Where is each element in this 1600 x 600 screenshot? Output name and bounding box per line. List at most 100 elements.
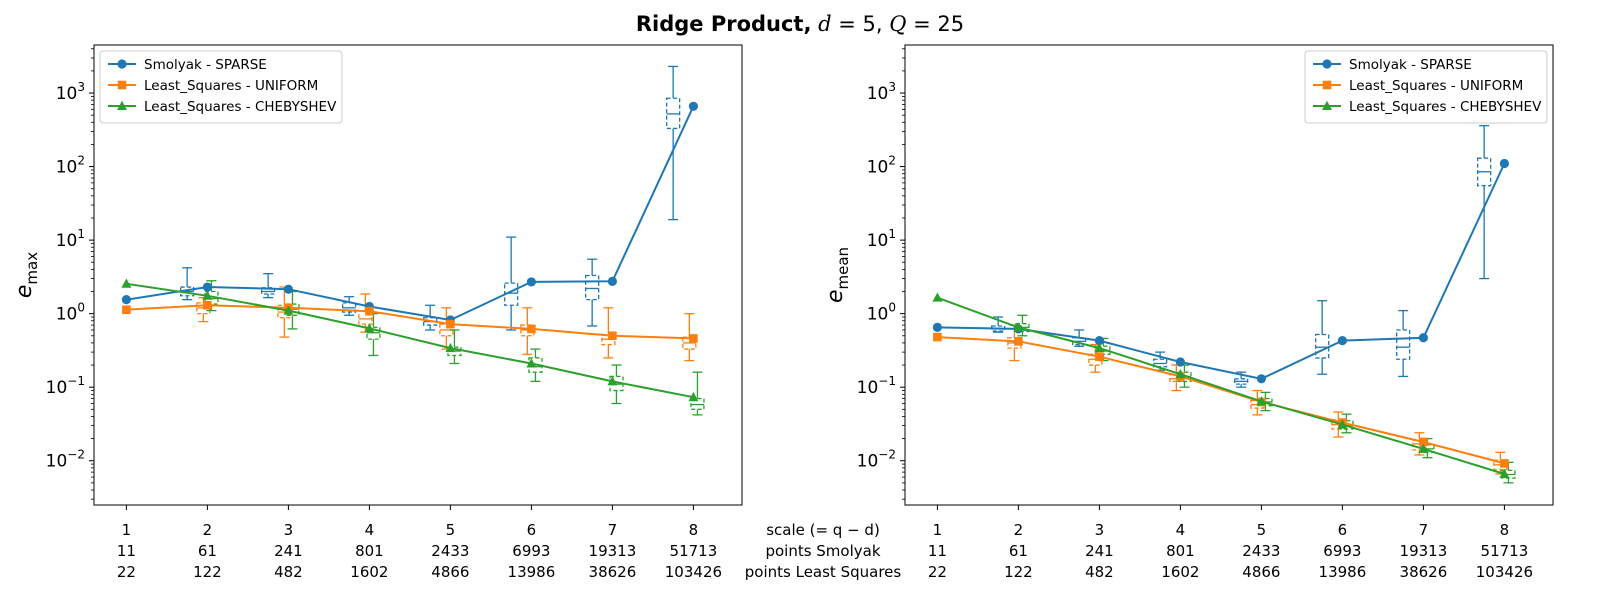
x-tick-label: 51713 — [670, 542, 718, 560]
x-tick-label: 7 — [1419, 521, 1429, 539]
y-tick-label: 101 — [56, 227, 85, 251]
data-point-uniform — [446, 319, 455, 329]
x-tick-label: 6 — [1338, 521, 1348, 539]
x-tick-label: 801 — [355, 542, 384, 560]
plot-frame — [904, 44, 1554, 506]
x-tick-label: 8 — [689, 521, 699, 539]
x-tick-label: 6993 — [512, 542, 550, 560]
data-point-sparse — [932, 322, 943, 333]
box — [1315, 333, 1330, 359]
data-point-chebyshev — [932, 292, 943, 302]
box-plot-sparse — [341, 296, 357, 316]
legend-swatch-marker — [1322, 59, 1332, 69]
data-point-chebyshev — [1094, 342, 1105, 353]
x-tick-label: 13986 — [508, 563, 556, 581]
data-point-chebyshev — [445, 342, 456, 353]
box — [447, 346, 462, 357]
x-tick-label: 19313 — [589, 542, 637, 560]
figure-title-eq1: = 5, — [832, 12, 890, 36]
y-tick-label: 10−2 — [857, 448, 896, 472]
data-point-chebyshev — [1256, 396, 1267, 406]
box-plot-sparse — [260, 272, 276, 299]
figure-title-eq2: = 25 — [906, 12, 964, 36]
x-tick-label: 4866 — [1242, 563, 1280, 581]
legend-swatch-marker — [117, 100, 127, 110]
y-tick-label: 10−2 — [46, 448, 85, 472]
y-tick-label: 103 — [867, 80, 896, 104]
box-plot-sparse — [179, 267, 195, 301]
legend: Smolyak - SPARSE Least_Squares - UNIFORM L… — [99, 50, 343, 124]
x-tick-label: 13986 — [1319, 563, 1367, 581]
data-point-uniform — [689, 334, 698, 343]
x-tick-label: 1 — [933, 521, 943, 539]
x-tick-label: 8 — [1500, 521, 1510, 539]
box-plot-sparse — [1315, 300, 1330, 375]
data-point-uniform — [527, 324, 536, 334]
box — [204, 290, 219, 305]
legend-item-label: Least_Squares - UNIFORM — [144, 78, 318, 94]
data-point-chebyshev — [1499, 468, 1510, 478]
series-line-uniform — [937, 336, 1505, 465]
x-tick-label: 22 — [117, 563, 136, 581]
box-plot-uniform — [439, 307, 454, 350]
x-tick-label: 103426 — [1476, 563, 1533, 581]
x-tick-label: 122 — [193, 563, 222, 581]
y-tick-label: 102 — [867, 154, 896, 178]
data-point-chebyshev — [1013, 322, 1024, 332]
data-point-chebyshev — [121, 278, 132, 288]
x-tick-label: 2433 — [431, 542, 469, 560]
x-tick-label: 51713 — [1481, 542, 1529, 560]
data-point-sparse — [607, 276, 618, 286]
y-tick-label: 100 — [867, 301, 896, 325]
box — [1396, 329, 1411, 360]
data-point-sparse — [1256, 374, 1266, 384]
legend-item-label: Smolyak - SPARSE — [1349, 57, 1472, 73]
figure-title-prefix: Ridge Product, — [636, 12, 812, 36]
y-tick-label: 102 — [56, 154, 85, 178]
data-point-sparse — [526, 277, 537, 287]
y-tick-label: 10−1 — [46, 374, 85, 398]
data-point-chebyshev — [607, 376, 618, 386]
data-point-chebyshev — [1418, 443, 1429, 453]
x-tick-label: 1602 — [1161, 563, 1199, 581]
data-point-chebyshev — [526, 358, 537, 368]
x-tick-label: 5 — [446, 521, 456, 539]
figure-title: Ridge Product, d = 5, Q = 25 — [636, 12, 964, 36]
box-plot-sparse — [1477, 125, 1492, 280]
legend-swatch-marker — [117, 59, 127, 69]
x-tick-label: 4 — [1176, 521, 1186, 539]
x-tick-label: 3 — [1095, 521, 1105, 539]
series-line-sparse — [937, 163, 1506, 380]
x-tick-label: 22 — [928, 563, 947, 581]
x-tick-label: 482 — [1085, 563, 1114, 581]
x-tick-label: 7 — [608, 521, 618, 539]
x-tick-label: 6 — [527, 521, 537, 539]
box-plot-sparse — [1234, 371, 1249, 388]
legend-item-label: Smolyak - SPARSE — [144, 57, 267, 73]
data-point-uniform — [933, 332, 942, 342]
x-tick-label: 103426 — [665, 563, 722, 581]
box-plot-sparse — [1396, 309, 1411, 378]
data-point-uniform — [1095, 352, 1104, 361]
legend-frame — [99, 50, 343, 124]
data-point-chebyshev — [364, 323, 375, 333]
box-plot-chebyshev — [609, 364, 624, 405]
x-tick-label: 241 — [1085, 542, 1114, 560]
series-line-uniform — [126, 304, 694, 340]
x-tick-label: 5 — [1257, 521, 1267, 539]
x-tick-label: 801 — [1166, 542, 1195, 560]
data-point-sparse — [1499, 158, 1509, 169]
x-tick-label: 1602 — [350, 563, 388, 581]
points-smolyak-row-label: points Smolyak — [765, 542, 880, 560]
box-plot-chebyshev — [366, 312, 381, 357]
x-tick-label: 4 — [365, 521, 375, 539]
data-point-sparse — [1175, 357, 1185, 367]
series-line-sparse — [126, 105, 695, 322]
x-tick-label: 61 — [198, 542, 217, 560]
x-tick-label: 2 — [1014, 521, 1024, 539]
legend-item-label: Least_Squares - CHEBYSHEV — [1349, 99, 1542, 115]
box-plot-sparse — [666, 65, 681, 221]
data-point-chebyshev — [1175, 369, 1186, 379]
plot-frame — [93, 44, 743, 506]
